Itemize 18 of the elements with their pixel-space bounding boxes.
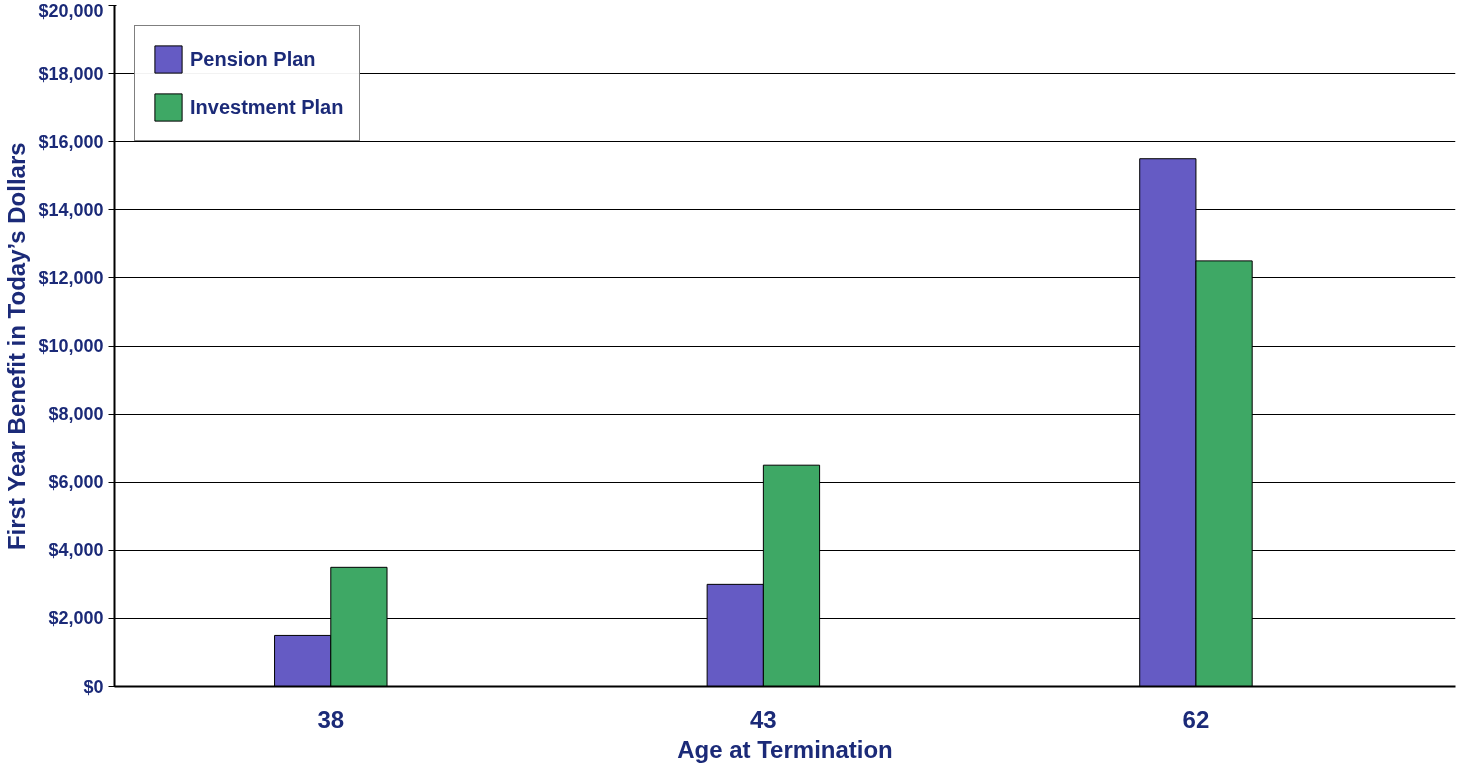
y-tick-label: $6,000 — [48, 472, 104, 493]
y-tick-label: $2,000 — [48, 608, 104, 629]
x-tick-label: 43 — [750, 705, 777, 733]
y-tick-label: $14,000 — [38, 199, 104, 220]
y-axis-title: First Year Benefit in Today’s Dollars — [3, 142, 31, 551]
x-tick-label: 38 — [317, 705, 345, 733]
legend-label: Investment Plan — [190, 95, 344, 119]
y-tick-label: $12,000 — [38, 267, 104, 288]
y-tick-label: $18,000 — [38, 63, 104, 84]
y-tick-label: $20,000 — [38, 0, 104, 21]
y-tick-label: $0 — [83, 676, 104, 697]
y-tick-label: $10,000 — [38, 336, 104, 356]
y-tick-label: $16,000 — [38, 131, 104, 152]
x-tick-label: 62 — [1182, 705, 1210, 733]
x-axis-title: Age at Termination — [677, 735, 893, 763]
legend-label: Pension Plan — [190, 47, 316, 71]
y-tick-label: $4,000 — [48, 540, 104, 561]
y-tick-label: $8,000 — [48, 404, 104, 425]
